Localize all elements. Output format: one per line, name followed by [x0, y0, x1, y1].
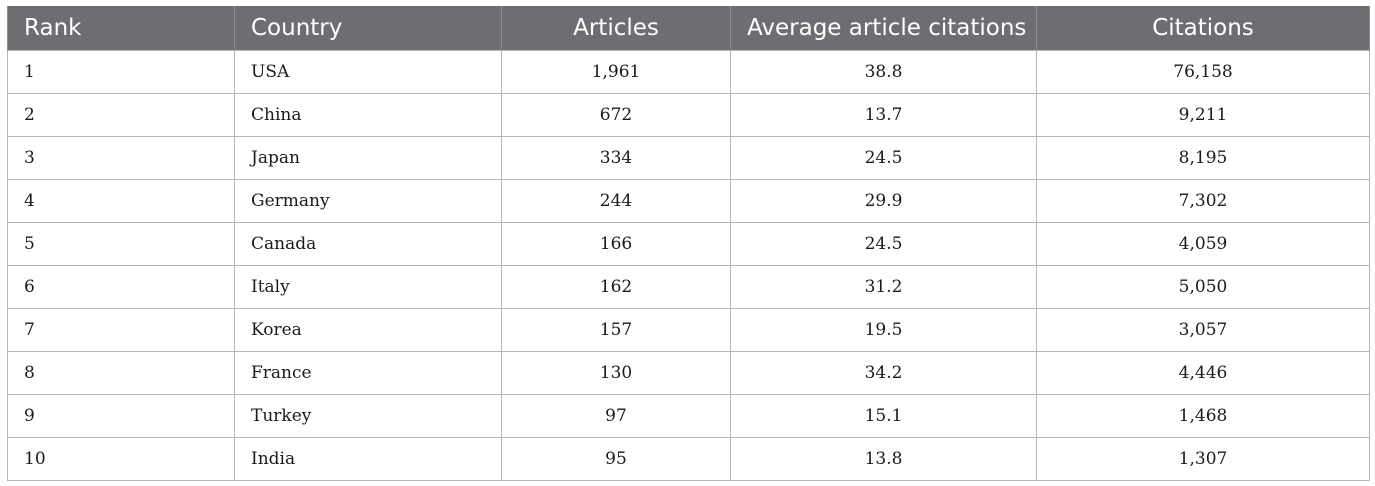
header-country: Country — [234, 6, 502, 51]
cell-country: Korea — [234, 308, 502, 352]
country-citations-table: Rank Country Articles Average article ci… — [7, 6, 1370, 481]
table-header: Rank Country Articles Average article ci… — [7, 6, 1370, 51]
table-row: 9 Turkey 97 15.1 1,468 — [7, 394, 1370, 438]
cell-articles: 166 — [501, 222, 731, 266]
cell-articles: 1,961 — [501, 50, 731, 94]
cell-articles: 130 — [501, 351, 731, 395]
cell-country: China — [234, 93, 502, 137]
cell-average-article-citations: 13.7 — [730, 93, 1037, 137]
table-row: 7 Korea 157 19.5 3,057 — [7, 308, 1370, 352]
cell-country: India — [234, 437, 502, 481]
cell-country: Turkey — [234, 394, 502, 438]
cell-citations: 76,158 — [1036, 50, 1370, 94]
table-row: 1 USA 1,961 38.8 76,158 — [7, 50, 1370, 94]
cell-rank: 4 — [7, 179, 235, 223]
cell-citations: 5,050 — [1036, 265, 1370, 309]
header-average-article-citations: Average article citations — [730, 6, 1037, 51]
cell-citations: 4,446 — [1036, 351, 1370, 395]
header-citations: Citations — [1036, 6, 1370, 51]
cell-average-article-citations: 31.2 — [730, 265, 1037, 309]
header-articles: Articles — [501, 6, 731, 51]
cell-citations: 7,302 — [1036, 179, 1370, 223]
table-row: 5 Canada 166 24.5 4,059 — [7, 222, 1370, 266]
cell-rank: 5 — [7, 222, 235, 266]
cell-articles: 157 — [501, 308, 731, 352]
cell-rank: 2 — [7, 93, 235, 137]
cell-articles: 95 — [501, 437, 731, 481]
cell-country: Japan — [234, 136, 502, 180]
header-row: Rank Country Articles Average article ci… — [7, 6, 1370, 51]
country-citations-table-container: Rank Country Articles Average article ci… — [7, 6, 1370, 481]
table-row: 6 Italy 162 31.2 5,050 — [7, 265, 1370, 309]
cell-rank: 8 — [7, 351, 235, 395]
cell-articles: 162 — [501, 265, 731, 309]
cell-rank: 1 — [7, 50, 235, 94]
cell-average-article-citations: 29.9 — [730, 179, 1037, 223]
cell-articles: 672 — [501, 93, 731, 137]
cell-average-article-citations: 34.2 — [730, 351, 1037, 395]
cell-rank: 6 — [7, 265, 235, 309]
cell-country: Canada — [234, 222, 502, 266]
cell-citations: 9,211 — [1036, 93, 1370, 137]
cell-articles: 244 — [501, 179, 731, 223]
header-rank: Rank — [7, 6, 235, 51]
table-body: 1 USA 1,961 38.8 76,158 2 China 672 13.7 9,211 3 Ja… — [7, 50, 1370, 481]
cell-average-article-citations: 19.5 — [730, 308, 1037, 352]
cell-country: USA — [234, 50, 502, 94]
cell-citations: 8,195 — [1036, 136, 1370, 180]
cell-citations: 1,307 — [1036, 437, 1370, 481]
cell-citations: 1,468 — [1036, 394, 1370, 438]
cell-citations: 4,059 — [1036, 222, 1370, 266]
cell-citations: 3,057 — [1036, 308, 1370, 352]
cell-rank: 7 — [7, 308, 235, 352]
cell-average-article-citations: 24.5 — [730, 222, 1037, 266]
cell-rank: 10 — [7, 437, 235, 481]
cell-average-article-citations: 13.8 — [730, 437, 1037, 481]
cell-country: France — [234, 351, 502, 395]
cell-country: Germany — [234, 179, 502, 223]
table-row: 10 India 95 13.8 1,307 — [7, 437, 1370, 481]
table-row: 2 China 672 13.7 9,211 — [7, 93, 1370, 137]
cell-average-article-citations: 15.1 — [730, 394, 1037, 438]
table-row: 3 Japan 334 24.5 8,195 — [7, 136, 1370, 180]
cell-average-article-citations: 24.5 — [730, 136, 1037, 180]
table-row: 8 France 130 34.2 4,446 — [7, 351, 1370, 395]
cell-articles: 97 — [501, 394, 731, 438]
cell-average-article-citations: 38.8 — [730, 50, 1037, 94]
table-row: 4 Germany 244 29.9 7,302 — [7, 179, 1370, 223]
cell-rank: 3 — [7, 136, 235, 180]
cell-rank: 9 — [7, 394, 235, 438]
cell-country: Italy — [234, 265, 502, 309]
cell-articles: 334 — [501, 136, 731, 180]
